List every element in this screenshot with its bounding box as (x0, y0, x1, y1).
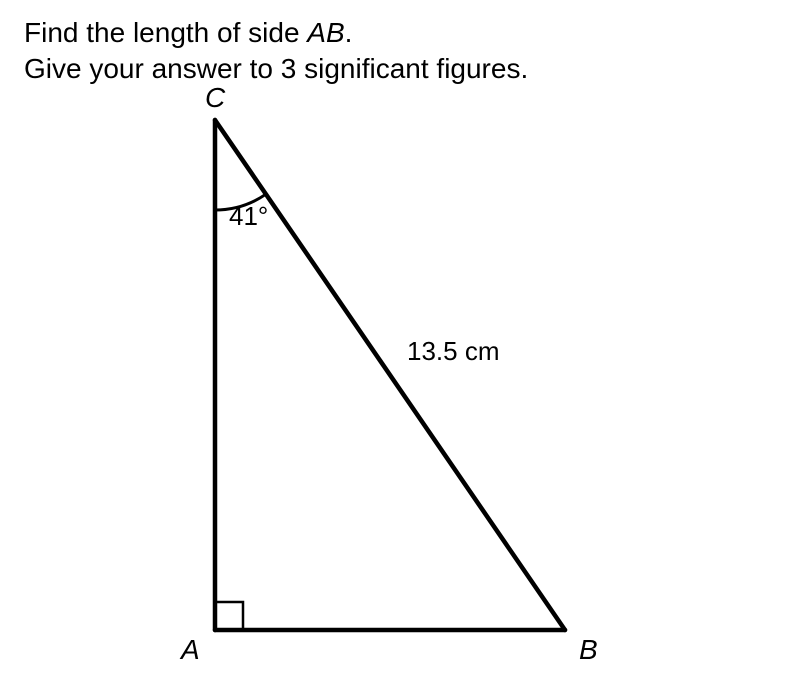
question-line-2: Give your answer to 3 significant figure… (24, 52, 528, 86)
triangle-svg (145, 100, 655, 680)
question-line-1-prefix: Find the length of side (24, 17, 307, 48)
vertex-label-b: B (579, 634, 598, 666)
angle-label: 41° (229, 201, 268, 232)
vertex-label-a: A (181, 634, 200, 666)
question-line-1: Find the length of side AB. (24, 16, 352, 50)
side-cb (215, 120, 565, 630)
question-line-1-var: AB (307, 17, 344, 48)
page: Find the length of side AB. Give your an… (0, 0, 800, 698)
question-line-1-suffix: . (345, 17, 353, 48)
triangle-diagram: C A B 41° 13.5 cm (145, 100, 655, 680)
right-angle-marker (215, 602, 243, 630)
vertex-label-c: C (205, 82, 225, 114)
hypotenuse-label: 13.5 cm (407, 336, 500, 367)
